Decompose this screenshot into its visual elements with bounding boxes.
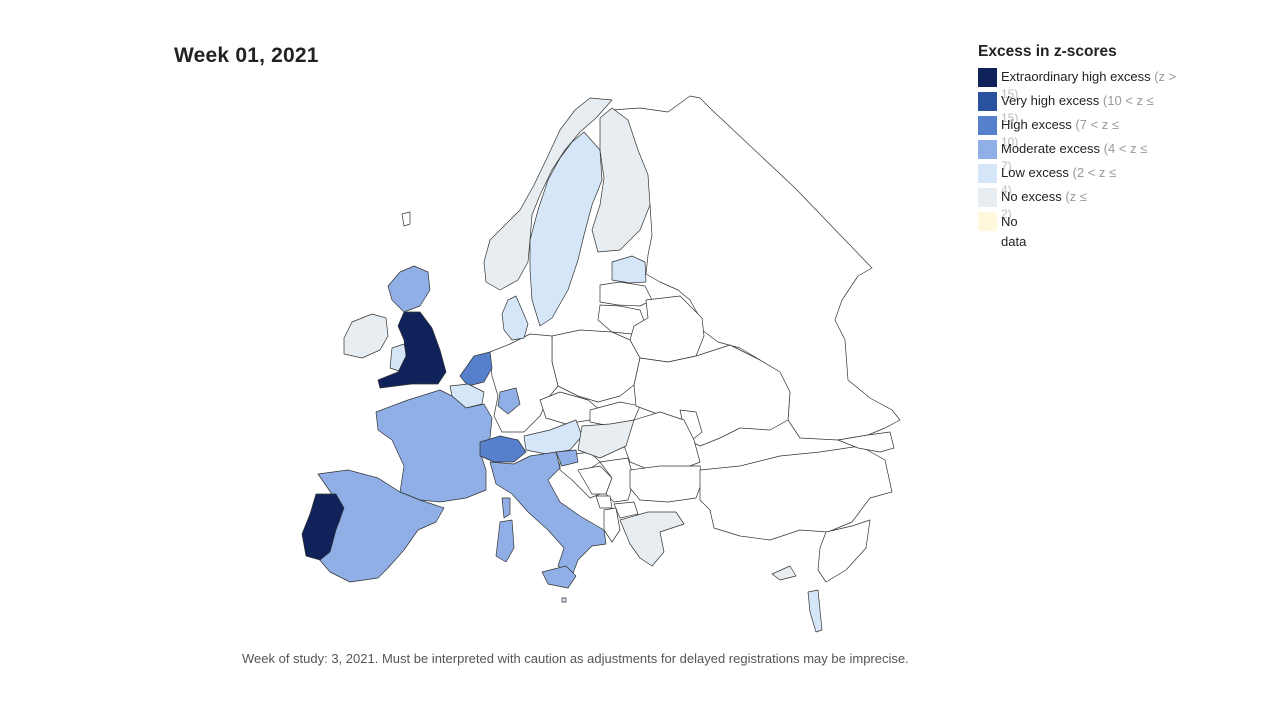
legend-range-end: 15) [1001,111,1019,125]
legend-range: (2 < z ≤ [1068,165,1117,180]
country-england[interactable] [377,311,447,389]
country-cyprus[interactable] [771,565,797,581]
legend-category: Moderate excess [1001,141,1100,156]
country-italy[interactable] [489,451,607,577]
country-estonia[interactable] [611,255,647,284]
country-netherlands[interactable] [459,351,493,387]
region-sicily[interactable] [541,565,577,589]
country-portugal[interactable] [301,493,345,561]
region-corsica[interactable] [501,497,511,519]
legend-item[interactable]: Moderate excess (4 < z ≤ 7) [978,140,1218,172]
legend-title: Excess in z-scores [978,43,1117,60]
legend-range: (4 < z ≤ [1100,141,1148,156]
country-latvia[interactable] [599,281,653,307]
country-albania[interactable] [603,507,621,543]
legend-range: (z ≤ [1061,189,1087,204]
map-title: Week 01, 2021 [174,44,319,67]
legend-list: Extraordinary high excess (z >15) Very hi… [978,68,1218,249]
legend-range: (7 < z ≤ [1071,117,1120,132]
country-israel[interactable] [807,589,823,633]
legend-category: No excess [1001,189,1062,204]
legend-swatch [978,116,997,135]
legend-swatch [978,212,997,231]
legend-item[interactable]: Very high excess (10 < z ≤ 15) [978,92,1218,124]
legend-item[interactable]: High excess (7 < z ≤ 10) [978,116,1218,148]
legend-swatch [978,140,997,159]
legend-label: Moderate excess (4 < z ≤ [1001,142,1147,155]
region-sardinia[interactable] [495,519,515,563]
legend-swatch [978,188,997,207]
country-bulgaria[interactable] [629,465,703,503]
country-france[interactable] [375,389,493,503]
country-finland[interactable] [591,107,651,253]
country-greece[interactable] [619,511,685,567]
legend-item[interactable]: Extraordinary high excess (z > 15) [978,68,1218,100]
legend-label: Extraordinary high excess (z > [1001,70,1176,83]
country-denmark[interactable] [501,295,529,341]
legend-range: (10 < z ≤ [1099,93,1154,108]
legend-label: No excess (z ≤ [1001,190,1087,203]
legend-range-end: 7) [1001,159,1012,173]
country-montenegro[interactable] [595,495,613,509]
legend-item[interactable]: No data [978,212,1218,249]
legend-range-end: 4) [1001,183,1012,197]
legend-range-end: 2) [1001,207,1012,221]
country-serbia[interactable] [599,457,635,503]
country-slovenia[interactable] [555,449,579,467]
country-scotland[interactable] [387,265,431,313]
legend-range-end: 15) [1001,87,1019,101]
no-data-countries [489,95,901,583]
country-russia[interactable] [611,95,901,441]
legend-range: (z > [1150,69,1177,84]
legend-category: High excess [1001,117,1072,132]
legend-swatch [978,92,997,111]
country-luxembourg[interactable] [497,387,521,415]
footnote: Week of study: 3, 2021. Must be interpre… [242,651,909,666]
legend-item[interactable]: No excess (z ≤ 2) [978,188,1218,220]
legend-category: Very high excess [1001,93,1100,108]
country-norway[interactable] [483,97,613,291]
country-turkey[interactable] [699,445,893,541]
legend-category: No data [1001,214,1027,249]
legend-label: Very high excess (10 < z ≤ [1001,94,1154,107]
country-austria[interactable] [523,419,583,455]
legend-label: High excess (7 < z ≤ [1001,118,1119,131]
legend-item[interactable]: Low excess (2 < z ≤ 4) [978,164,1218,196]
legend-range-end: 10) [1001,135,1019,149]
region-faroe[interactable] [401,211,411,227]
country-hungary[interactable] [577,419,635,459]
legend-label: Low excess (2 < z ≤ [1001,166,1116,179]
legend: Excess in z-scores Extraordinary high ex… [978,43,1218,249]
country-sweden[interactable] [529,131,603,327]
country-poland[interactable] [551,329,641,403]
legend-category: Extraordinary high excess [1001,69,1151,84]
country-georgia[interactable] [837,431,895,453]
legend-label: No data [1001,212,1035,252]
legend-swatch [978,68,997,87]
country-malta[interactable] [561,597,567,603]
country-switzerland[interactable] [479,435,527,463]
country-macedonia[interactable] [613,501,639,519]
data-countries [301,97,823,633]
legend-category: Low excess [1001,165,1069,180]
country-ireland[interactable] [343,313,389,359]
legend-swatch [978,164,997,183]
country-syria[interactable] [817,519,871,583]
